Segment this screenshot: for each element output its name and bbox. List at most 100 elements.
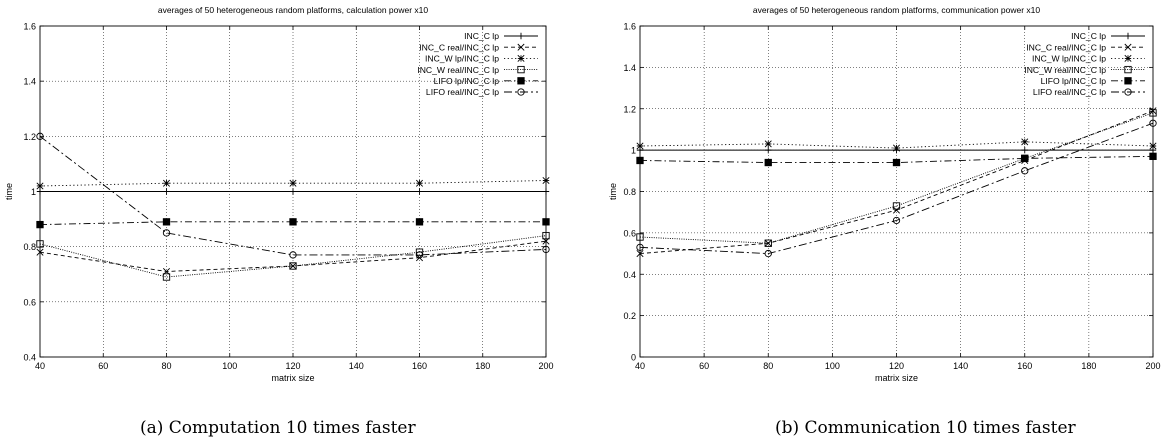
chart-a-data-point <box>289 218 297 226</box>
chart-b-x-tick-label: 60 <box>699 361 709 371</box>
chart-b-legend-item: LIFO real/INC_C lp <box>1033 87 1145 97</box>
chart-b-series-line <box>639 141 1154 149</box>
chart-b-data-point <box>1021 138 1029 146</box>
chart-b-x-tick-label: 120 <box>889 361 904 371</box>
chart-communication: averages of 50 heterogeneous random plat… <box>608 5 1161 383</box>
chart-a-y-tick-label: 0.6 <box>23 297 36 307</box>
chart-computation: averages of 50 heterogeneous random plat… <box>4 5 554 383</box>
chart-a-data-point <box>542 176 550 184</box>
chart-a-data-point <box>36 220 44 229</box>
chart-b-data-point <box>764 239 772 247</box>
chart-b-series-line <box>639 122 1154 255</box>
chart-a-x-axis-label: matrix size <box>271 373 314 383</box>
chart-a-data-point <box>542 218 550 226</box>
chart-a-y-tick-label: 0.4 <box>23 353 36 363</box>
chart-b-y-tick-label: 1 <box>631 146 636 156</box>
chart-a-data-point <box>542 231 550 240</box>
chart-b-y-tick-label: 1.6 <box>623 22 636 32</box>
chart-a-legend-label: LIFO real/INC_C lp <box>426 87 499 97</box>
chart-a-data-point <box>36 248 44 256</box>
chart-b-y-tick-label: 1.2 <box>623 104 636 114</box>
chart-b-legend-label: INC_C real/INC_C lp <box>1026 42 1106 52</box>
chart-a-data-point <box>162 273 171 281</box>
chart-a-y-tick-label: 0.8 <box>23 242 36 252</box>
chart-a-data-point <box>36 132 44 140</box>
chart-b-data-point <box>892 202 901 210</box>
chart-b-legend-marker <box>1124 32 1132 40</box>
chart-b-data-point <box>1021 154 1029 163</box>
chart-b-data-point <box>765 146 772 154</box>
chart-b-x-tick-label: 160 <box>1017 361 1032 371</box>
chart-a-chart-title: averages of 50 heterogeneous random plat… <box>158 5 429 15</box>
chart-a-legend-marker <box>517 32 525 40</box>
chart-b-data-point <box>892 206 901 214</box>
chart-a-y-tick-label: 1.4 <box>23 77 36 87</box>
chart-a-legend-item: LIFO real/INC_C lp <box>426 87 538 97</box>
chart-b-x-tick-label: 80 <box>763 361 773 371</box>
chart-a-x-tick-label: 180 <box>475 361 490 371</box>
chart-a-legend-label: INC_C lp <box>464 31 499 41</box>
chart-b-data-point <box>1021 146 1028 154</box>
chart-b-legend-label: LIFO real/INC_C lp <box>1033 87 1106 97</box>
chart-b-y-tick-label: 0.2 <box>623 311 636 321</box>
chart-b-x-tick-label: 200 <box>1145 361 1160 371</box>
chart-a-legend-item: INC_C lp <box>464 31 538 41</box>
chart-a-x-tick-label: 40 <box>35 361 45 371</box>
chart-a-y-tick-label: 1.2 <box>23 132 36 142</box>
chart-a-legend-item: INC_C real/INC_C lp <box>419 42 538 52</box>
chart-a-data-point <box>415 251 424 259</box>
chart-b-legend-marker <box>1124 43 1132 51</box>
chart-a-legend-marker <box>517 43 525 51</box>
chart-a-legend-label: INC_W lp/INC_C lp <box>425 54 499 64</box>
chart-a-data-point <box>542 188 550 195</box>
chart-a-legend-marker <box>517 54 525 62</box>
chart-a-legend-marker <box>517 77 525 85</box>
chart-b-legend-label: LIFO lp/INC_C lp <box>1041 76 1107 86</box>
chart-a-series-line <box>39 235 547 278</box>
chart-a-data-point <box>415 179 424 187</box>
chart-b-y-tick-label: 1.4 <box>623 63 636 73</box>
chart-b-series-4 <box>636 109 1157 247</box>
chart-b-data-point <box>892 158 901 167</box>
chart-b-chart-title: averages of 50 heterogeneous random plat… <box>753 5 1041 15</box>
chart-a-legend-marker <box>517 65 525 74</box>
chart-a-x-tick-label: 160 <box>412 361 427 371</box>
chart-b-y-tick-label: 0.6 <box>623 228 636 238</box>
chart-a-legend-label: INC_C real/INC_C lp <box>419 42 499 52</box>
chart-b-legend-marker <box>1124 65 1132 74</box>
caption-communication: (b) Communication 10 times faster <box>775 418 1076 438</box>
chart-b-series-line <box>639 112 1154 244</box>
chart-a-data-point <box>36 188 44 195</box>
chart-a-x-tick-label: 140 <box>349 361 364 371</box>
chart-b-series-6 <box>636 119 1157 258</box>
chart-a-data-point <box>162 179 171 187</box>
chart-b-data-point <box>764 249 772 258</box>
chart-a-x-tick-label: 200 <box>538 361 553 371</box>
chart-b-data-point <box>636 233 644 241</box>
chart-a-data-point <box>289 251 297 259</box>
chart-a-data-point <box>162 218 171 226</box>
chart-b-y-tick-label: 0 <box>631 353 636 363</box>
chart-a-legend-item: INC_W lp/INC_C lp <box>425 54 538 64</box>
chart-a-x-tick-label: 80 <box>161 361 171 371</box>
chart-b-series-5 <box>636 152 1157 167</box>
chart-b-legend-item: INC_W real/INC_C lp <box>1024 65 1145 75</box>
chart-b-data-point <box>1149 152 1157 160</box>
chart-a-data-point <box>36 182 44 190</box>
chart-b-y-axis-label: time <box>608 183 618 200</box>
chart-b-data-point <box>1149 119 1157 127</box>
chart-b-legend-marker <box>1124 54 1132 62</box>
chart-b-data-point <box>764 239 772 247</box>
chart-a-series-6 <box>36 132 550 259</box>
chart-a-data-point <box>415 218 424 226</box>
chart-a-legend-marker <box>517 88 525 96</box>
chart-b-x-tick-label: 140 <box>953 361 968 371</box>
chart-a-data-point <box>36 240 44 248</box>
chart-a-legend-item: LIFO lp/INC_C lp <box>434 76 538 86</box>
chart-a-y-axis-label: time <box>4 183 14 200</box>
chart-b-legend-item: INC_C real/INC_C lp <box>1026 42 1145 52</box>
chart-a-series-1 <box>36 188 550 195</box>
chart-b-data-point <box>1021 167 1029 175</box>
